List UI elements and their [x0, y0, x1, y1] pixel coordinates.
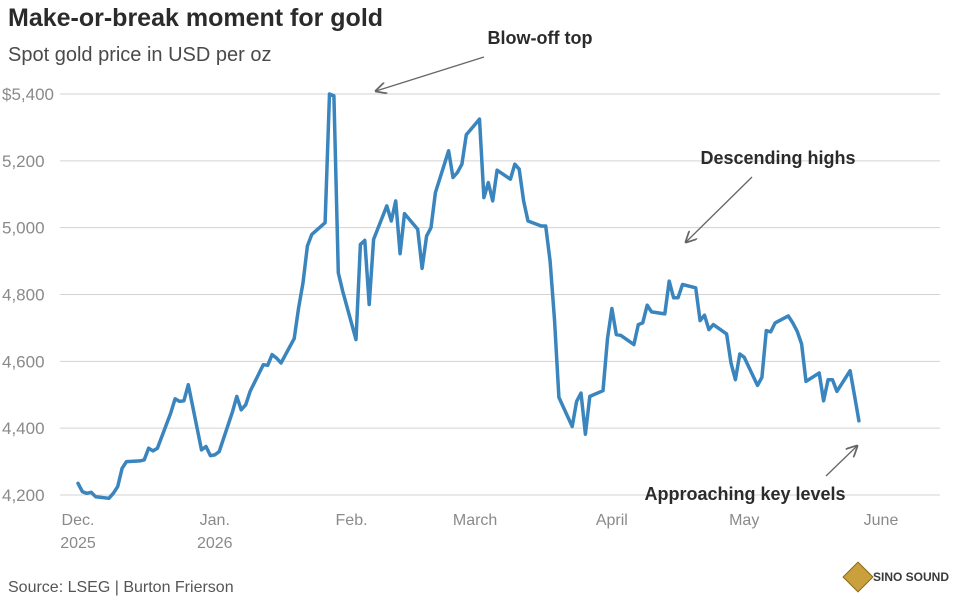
y-tick-label: 4,400	[2, 419, 45, 438]
x-tick-label: April	[596, 512, 628, 529]
y-tick-label: 4,800	[2, 286, 45, 305]
annotation-arrow-3	[825, 446, 857, 477]
logo-mark-icon	[842, 561, 874, 593]
logo-wordmark: SINO SOUND	[872, 570, 949, 584]
annotation-layer: Blow-off top Descending highs Approaching …	[376, 28, 857, 504]
grid-layer	[60, 93, 940, 496]
x-tick-year-label: 2026	[197, 535, 233, 552]
series-line-0	[76, 92, 861, 501]
y-tick-label: 4,600	[2, 352, 45, 371]
x-tick-label: May	[729, 512, 759, 529]
x-tick-label: Jan.	[200, 512, 230, 529]
x-tick-label: Dec.	[62, 512, 95, 529]
x-tick-label: Feb.	[336, 512, 368, 529]
brand-logo: SINO SOUND	[842, 561, 949, 593]
annotation-label-1: Blow-off top	[488, 28, 593, 48]
series-layer	[76, 92, 861, 501]
chart-subtitle: Spot gold price in USD per oz	[8, 44, 272, 66]
y-tick-label: 5,000	[2, 219, 45, 238]
x-tick-label: March	[453, 512, 497, 529]
y-tick-label: 5,200	[2, 152, 45, 171]
source-note: Source: LSEG | Burton Frierson	[8, 579, 234, 596]
x-tick-label: June	[864, 512, 899, 529]
annotation-label-2: Descending highs	[700, 148, 855, 168]
y-axis-labels: 4,200 4,400 4,600 4,800 5,000 5,200 $5,400	[2, 85, 54, 505]
x-tick-year-label: 2025	[60, 535, 96, 552]
annotation-arrow-2	[686, 176, 753, 242]
annotation-arrow-1	[376, 56, 485, 91]
annotation-label-3: Approaching key levels	[644, 484, 845, 504]
y-tick-label: 4,200	[2, 486, 45, 505]
x-axis-labels: Dec. 2025 Jan. 2026 Feb. March April May June	[60, 512, 898, 552]
y-tick-label: $5,400	[2, 85, 54, 104]
chart-title: Make-or-break moment for gold	[8, 4, 384, 32]
